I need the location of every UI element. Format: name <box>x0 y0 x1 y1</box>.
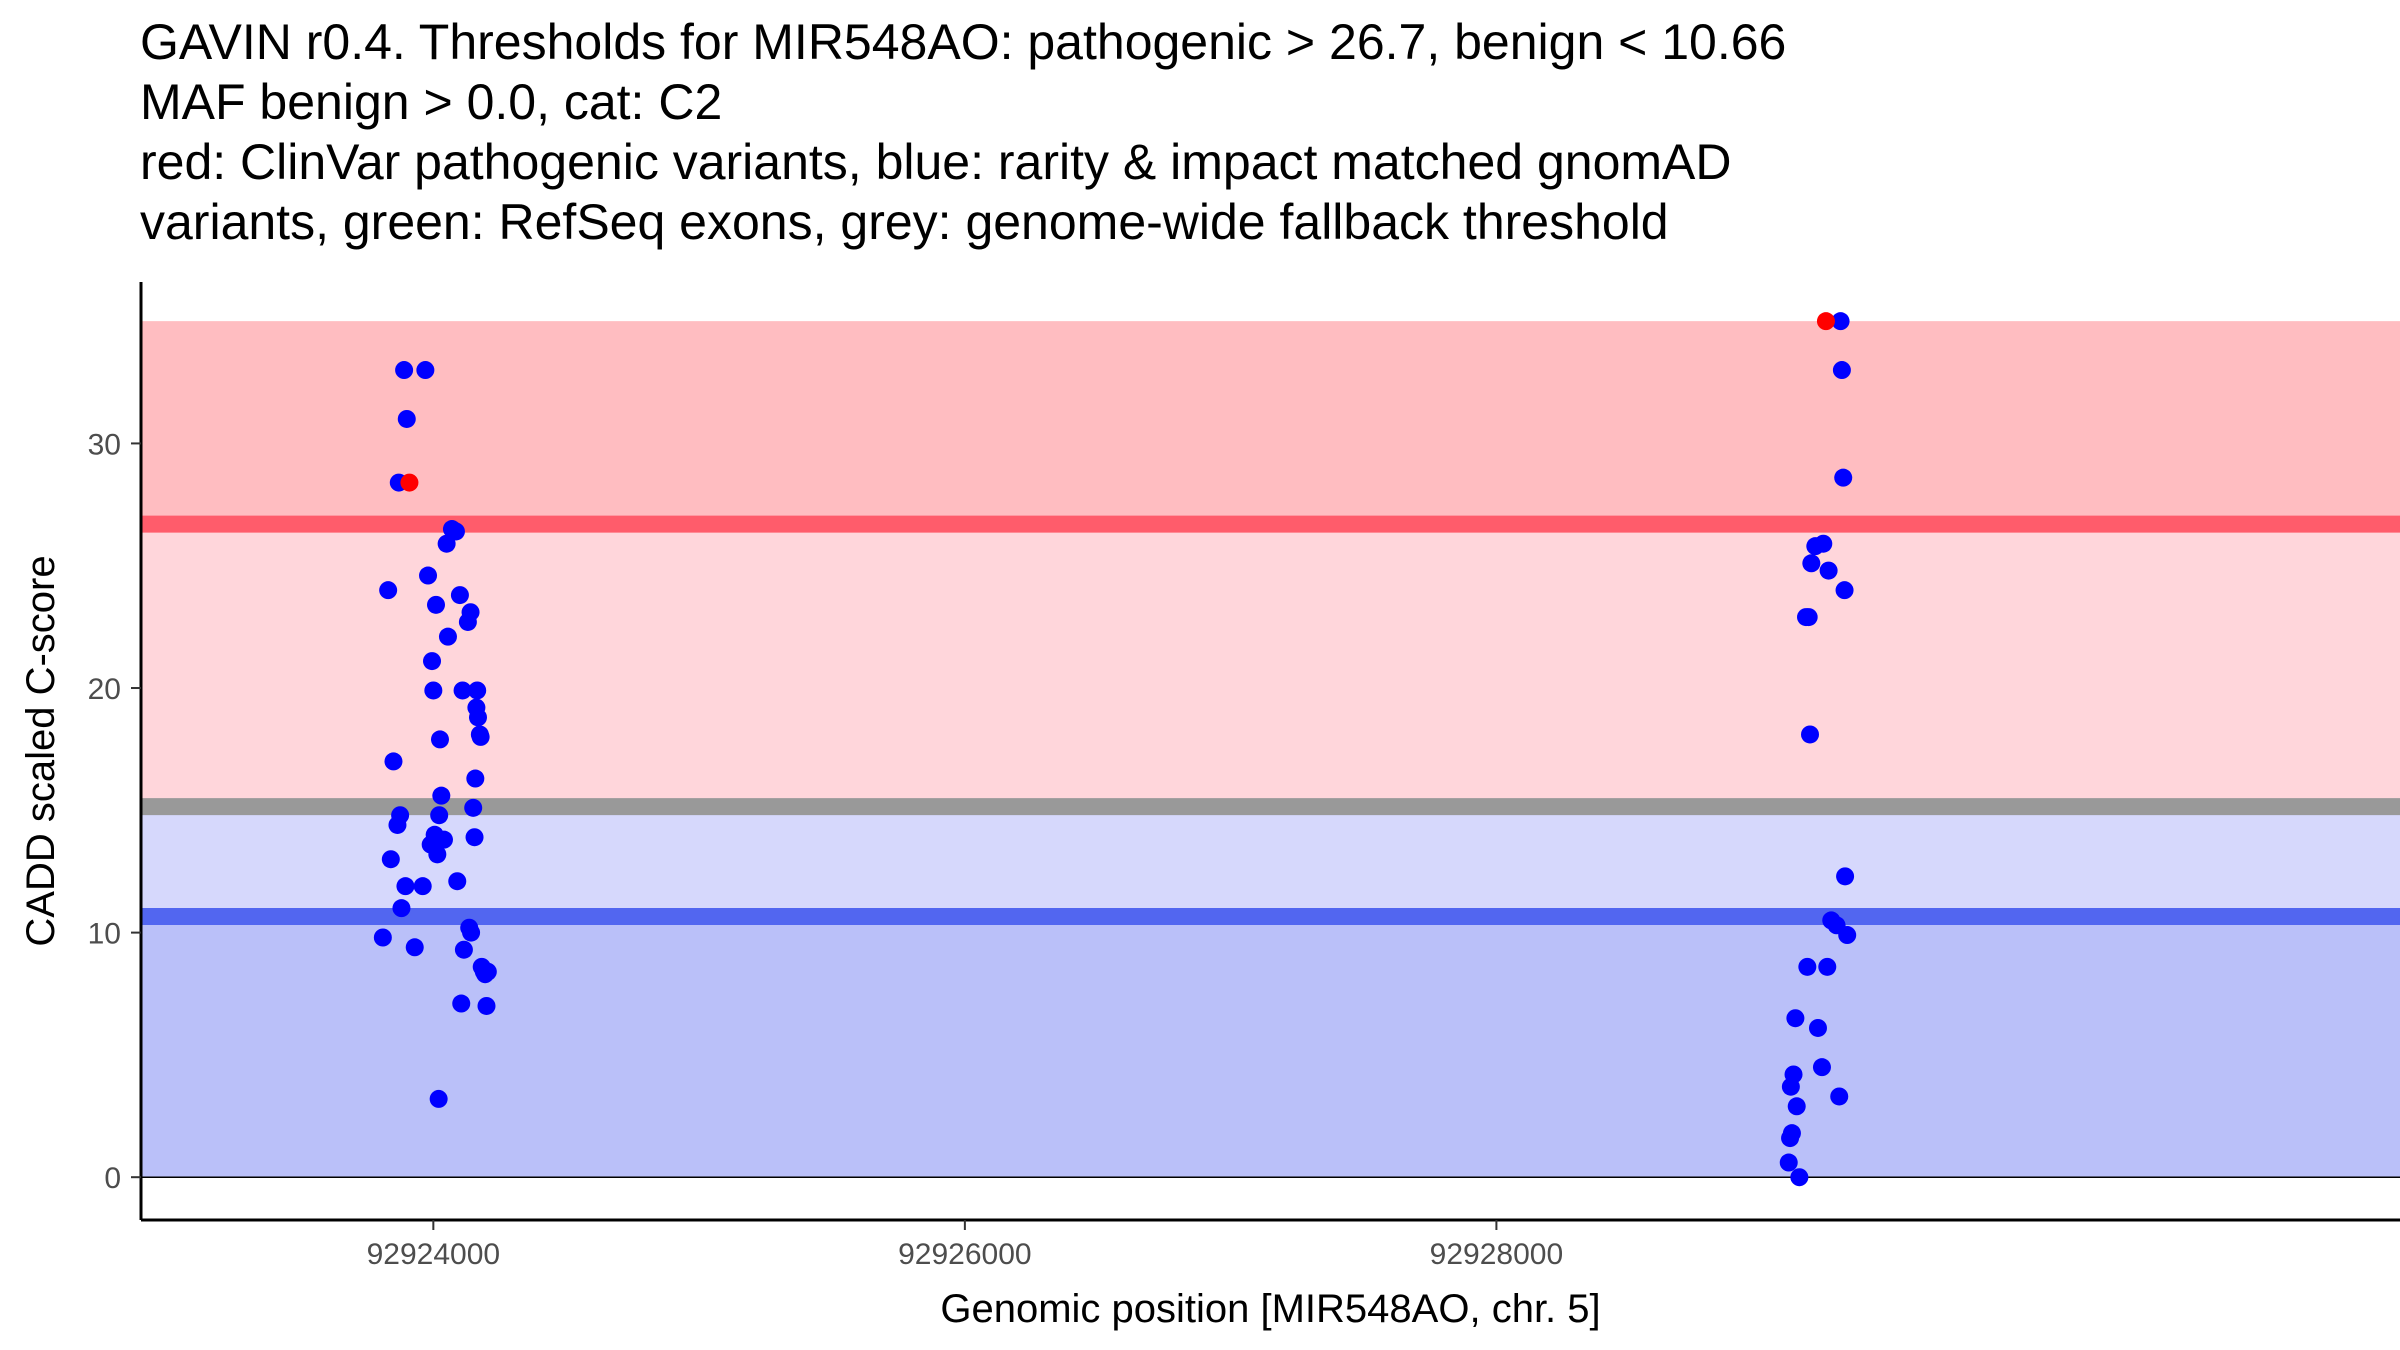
gnomad-variant-point <box>395 361 414 380</box>
gnomad-variant-point <box>448 872 467 891</box>
gnomad-variant-point <box>1834 468 1853 487</box>
gnomad-variant-point <box>1835 581 1854 600</box>
x-tick-label: 92924000 <box>367 1238 500 1271</box>
plot-axes <box>139 282 2400 1222</box>
gnomad-variant-point <box>428 845 447 864</box>
gnomad-variant-point <box>1784 1065 1803 1084</box>
gnomad-variant-point <box>1836 867 1855 886</box>
gnomad-variant-point <box>426 595 445 614</box>
clinvar-pathogenic-point <box>1816 312 1835 331</box>
axis-ticks: 92924000 92926000 92928000 0 10 20 30 <box>88 428 1564 1271</box>
gnomad-variant-point <box>1782 1124 1801 1143</box>
gnomad-variant-point <box>419 566 438 585</box>
gnomad-variant-point <box>416 361 435 380</box>
gnomad-variant-point <box>466 769 485 788</box>
gnomad-variant-point <box>423 652 442 671</box>
gnomad-variant-point <box>396 877 415 896</box>
gnomad-variant-point <box>384 752 403 771</box>
clinvar-pathogenic-point <box>400 473 419 492</box>
gnomad-variant-point <box>477 996 496 1015</box>
gnomad-variant-point <box>1779 1153 1798 1172</box>
threshold-zone-3 <box>141 916 2400 1178</box>
gnomad-variant-point <box>434 830 453 849</box>
threshold-zone-0 <box>141 321 2400 525</box>
gnomad-variant-point <box>1830 1087 1849 1106</box>
gnomad-variant-point <box>452 994 471 1013</box>
gnomad-variant-point <box>413 877 432 896</box>
gnomad-variant-point <box>461 603 480 622</box>
gnomad-variant-point <box>392 899 411 918</box>
gnomad-variant-point <box>381 850 400 869</box>
gnomad-variant-point <box>379 581 398 600</box>
gnomad-variant-point <box>462 923 481 942</box>
gnomad-variant-point <box>1832 361 1851 380</box>
x-axis-title: Genomic position [MIR548AO, chr. 5] <box>940 1287 1600 1331</box>
gnomad-variant-point <box>1814 534 1833 553</box>
gnomad-variant-point <box>464 798 483 817</box>
title-line-1: GAVIN r0.4. Thresholds for MIR548AO: pat… <box>140 14 1787 70</box>
gnomad-variant-point <box>471 727 490 746</box>
threshold-zone-1 <box>141 524 2400 807</box>
gnomad-variant-point <box>391 806 410 825</box>
gnomad-variant-point <box>1801 725 1820 744</box>
threshold-zone-2 <box>141 806 2400 917</box>
gnomad-variant-point <box>446 522 465 541</box>
gnomad-variant-point <box>1838 926 1857 945</box>
gnomad-variant-point <box>1818 957 1837 976</box>
title-line-2: MAF benign > 0.0, cat: C2 <box>140 74 723 130</box>
variant-points <box>373 312 1857 1187</box>
gnomad-variant-point <box>438 627 457 646</box>
gnomad-variant-point <box>1819 561 1838 580</box>
gnomad-variant-point <box>373 928 392 947</box>
title-line-3: red: ClinVar pathogenic variants, blue: … <box>140 134 1732 190</box>
gnomad-variant-point <box>1798 957 1817 976</box>
gnomad-variant-point <box>430 730 449 749</box>
gnomad-variant-point <box>1808 1018 1827 1037</box>
gnomad-variant-point <box>478 962 497 981</box>
gnomad-variant-point <box>454 940 473 959</box>
threshold-lines <box>141 515 2400 1178</box>
gnomad-variant-point <box>432 786 451 805</box>
gnomad-variant-point <box>1787 1097 1806 1116</box>
x-tick-label: 92928000 <box>1430 1238 1563 1271</box>
gnomad-variant-point <box>429 1089 448 1108</box>
y-axis-title: CADD scaled C-score <box>19 555 63 946</box>
gnomad-variant-point <box>424 681 443 700</box>
y-tick-label: 10 <box>88 918 121 951</box>
gnomad-variant-point <box>453 681 472 700</box>
gnomad-variant-point <box>1790 1168 1809 1187</box>
gnomad-variant-point <box>468 681 487 700</box>
gnomad-variant-point <box>1786 1009 1805 1028</box>
gnomad-variant-point <box>450 586 469 605</box>
threshold-zones <box>141 321 2400 1178</box>
gnomad-variant-point <box>1831 312 1850 331</box>
gnomad-variant-point <box>1802 554 1821 573</box>
gnomad-variant-point <box>468 708 487 727</box>
gnomad-variant-point <box>1799 608 1818 627</box>
title-line-4: variants, green: RefSeq exons, grey: gen… <box>140 194 1669 250</box>
y-tick-label: 0 <box>104 1162 121 1195</box>
gnomad-variant-point <box>430 806 449 825</box>
x-tick-label: 92926000 <box>898 1238 1031 1271</box>
y-tick-label: 20 <box>88 673 121 706</box>
gnomad-variant-point <box>437 534 456 553</box>
y-tick-label: 30 <box>88 428 121 461</box>
gnomad-variant-point <box>1812 1058 1831 1077</box>
chart-title: GAVIN r0.4. Thresholds for MIR548AO: pat… <box>140 12 1786 252</box>
gnomad-variant-point <box>465 828 484 847</box>
gnomad-variant-point <box>397 409 416 428</box>
gnomad-variant-point <box>405 938 424 957</box>
